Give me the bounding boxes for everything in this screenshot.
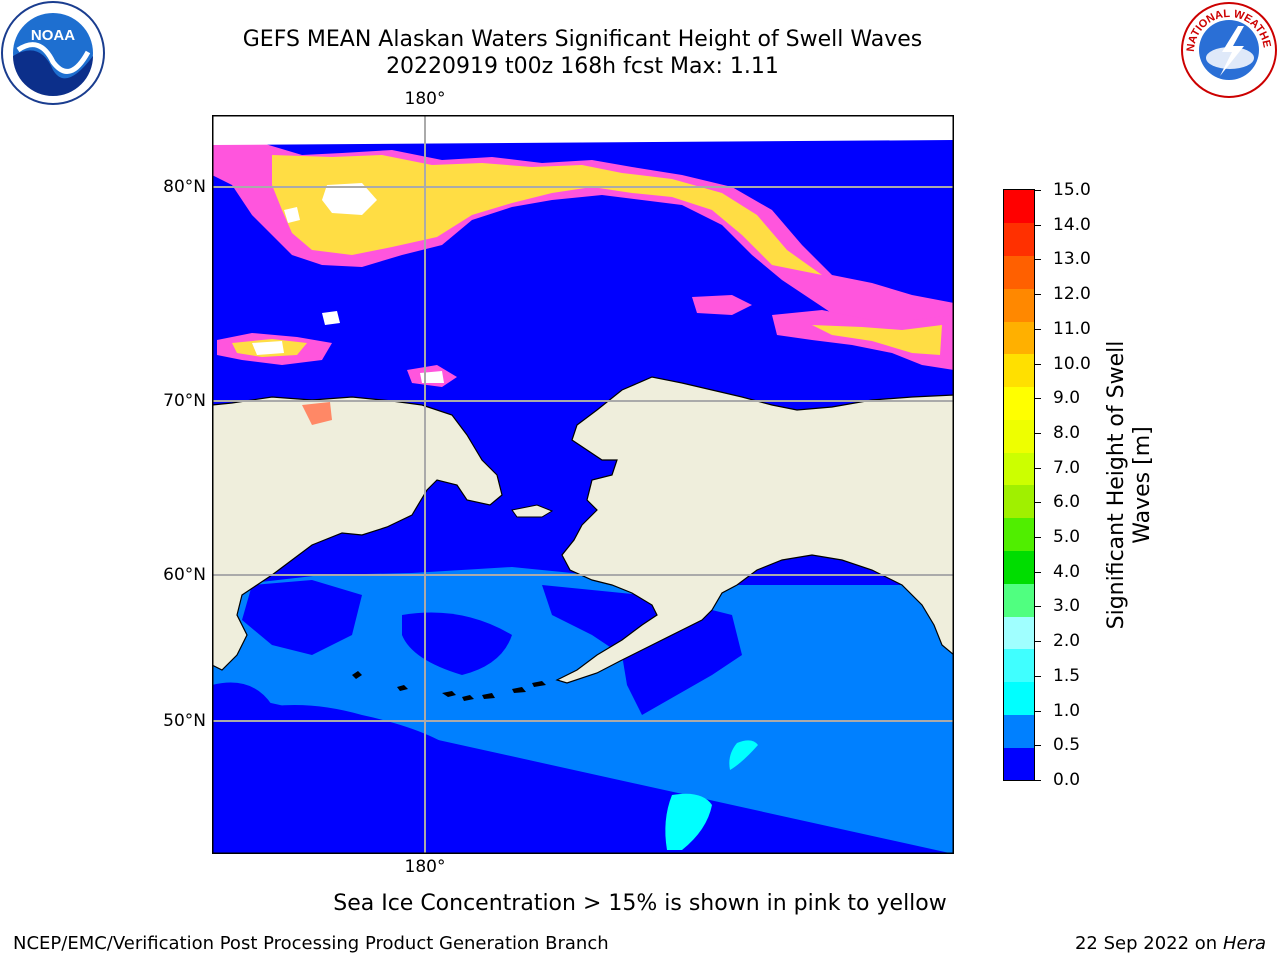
colorbar-tick-label: 0.0 — [1053, 770, 1081, 790]
colorbar-tick-mark — [1034, 780, 1041, 781]
noaa-logo-text: NOAA — [31, 27, 75, 44]
colorbar — [1003, 189, 1035, 781]
colorbar-tick-label: 4.0 — [1053, 561, 1081, 582]
colorbar-segment — [1004, 386, 1034, 420]
colorbar-tick-label: 6.0 — [1053, 492, 1081, 513]
colorbar-tick-mark — [1034, 502, 1041, 504]
colorbar-segment — [1004, 419, 1034, 453]
colorbar-segment — [1004, 452, 1034, 486]
lat-label-80: 80°N — [163, 177, 206, 197]
colorbar-tick-mark — [1034, 675, 1041, 677]
colorbar-segment — [1004, 288, 1034, 322]
colorbar-tick-mark — [1034, 294, 1041, 296]
colorbar-segment — [1004, 648, 1034, 683]
colorbar-tick-label: 1.0 — [1053, 700, 1081, 721]
lat-label-70: 70°N — [163, 391, 206, 411]
colorbar-segment — [1004, 485, 1034, 519]
map-gridlines — [212, 115, 954, 854]
colorbar-tick-mark — [1034, 432, 1041, 434]
colorbar-tick-mark — [1034, 537, 1041, 539]
lon-label-top: 180° — [404, 89, 446, 109]
colorbar-tick-mark — [1034, 224, 1041, 226]
nws-logo: NATIONAL WEATHER SERVICE — [1178, 0, 1277, 98]
colorbar-tick-mark — [1034, 363, 1041, 365]
colorbar-tick-mark — [1034, 328, 1041, 330]
colorbar-segment — [1004, 321, 1034, 355]
colorbar-tick-mark — [1034, 467, 1041, 469]
colorbar-tick-label: 13.0 — [1053, 249, 1091, 270]
colorbar-segment — [1004, 190, 1034, 224]
colorbar-tick-label: 15.0 — [1053, 180, 1091, 200]
colorbar-tick-label: 2.0 — [1053, 631, 1081, 652]
credit-date: 22 Sep 2022 on — [1074, 933, 1218, 954]
sea-ice-yellow — [272, 155, 822, 275]
colorbar-tick-label: 9.0 — [1053, 388, 1081, 409]
sea-ice-note: Sea Ice Concentration > 15% is shown in … — [333, 891, 947, 916]
colorbar-segment — [1004, 255, 1034, 289]
colorbar-segment — [1004, 616, 1034, 650]
ocean-mid-swell — [212, 567, 954, 854]
colorbar-tick-mark — [1034, 710, 1041, 712]
lon-label-bottom: 180° — [404, 857, 446, 877]
credit-machine: Hera — [1222, 933, 1266, 954]
colorbar-tick-mark — [1034, 259, 1041, 261]
lat-label-50: 50°N — [163, 711, 206, 731]
colorbar-segment — [1004, 714, 1034, 748]
colorbar-segment — [1004, 353, 1034, 388]
land-alaska — [555, 376, 954, 684]
colorbar-segment — [1004, 747, 1034, 781]
colorbar-tick-label: 14.0 — [1053, 214, 1091, 235]
colorbar-segment — [1004, 222, 1034, 257]
chart-title: GEFS MEAN Alaskan Waters Significant Hei… — [242, 27, 923, 52]
credit-right: 22 Sep 2022 on Hera — [1075, 933, 1266, 955]
colorbar-segment — [1004, 583, 1034, 617]
lat-label-60: 60°N — [163, 565, 206, 585]
colorbar-tick-mark — [1034, 398, 1041, 400]
colorbar-tick-mark — [1034, 190, 1041, 191]
colorbar-tick-label: 8.0 — [1053, 422, 1081, 443]
ocean-light-swell — [665, 793, 712, 850]
noaa-logo: NOAA — [1, 1, 105, 105]
colorbar-tick-label: 7.0 — [1053, 457, 1081, 478]
colorbar-tick-mark — [1034, 745, 1041, 747]
colorbar-tick-label: 12.0 — [1053, 284, 1091, 305]
credit-left: NCEP/EMC/Verification Post Processing Pr… — [13, 933, 609, 954]
map-frame — [212, 115, 954, 854]
colorbar-tick-label: 5.0 — [1053, 527, 1081, 548]
colorbar-tick-label: 11.0 — [1053, 318, 1091, 339]
colorbar-tick-label: 3.0 — [1053, 596, 1081, 617]
colorbar-tick-label: 0.5 — [1053, 735, 1081, 756]
colorbar-tick-mark — [1034, 571, 1041, 573]
colorbar-tick-mark — [1034, 606, 1041, 608]
colorbar-segment — [1004, 550, 1034, 584]
colorbar-tick-label: 1.5 — [1053, 665, 1081, 686]
colorbar-tick-label: 10.0 — [1053, 353, 1091, 374]
colorbar-title: Significant Height of Swell Waves [m] — [1104, 340, 1155, 630]
colorbar-segment — [1004, 517, 1034, 552]
map-panel — [212, 115, 954, 854]
colorbar-segment — [1004, 681, 1034, 715]
colorbar-tick-mark — [1034, 641, 1041, 643]
chart-subtitle: 20220919 t00z 168h fcst Max: 1.11 — [386, 54, 779, 79]
